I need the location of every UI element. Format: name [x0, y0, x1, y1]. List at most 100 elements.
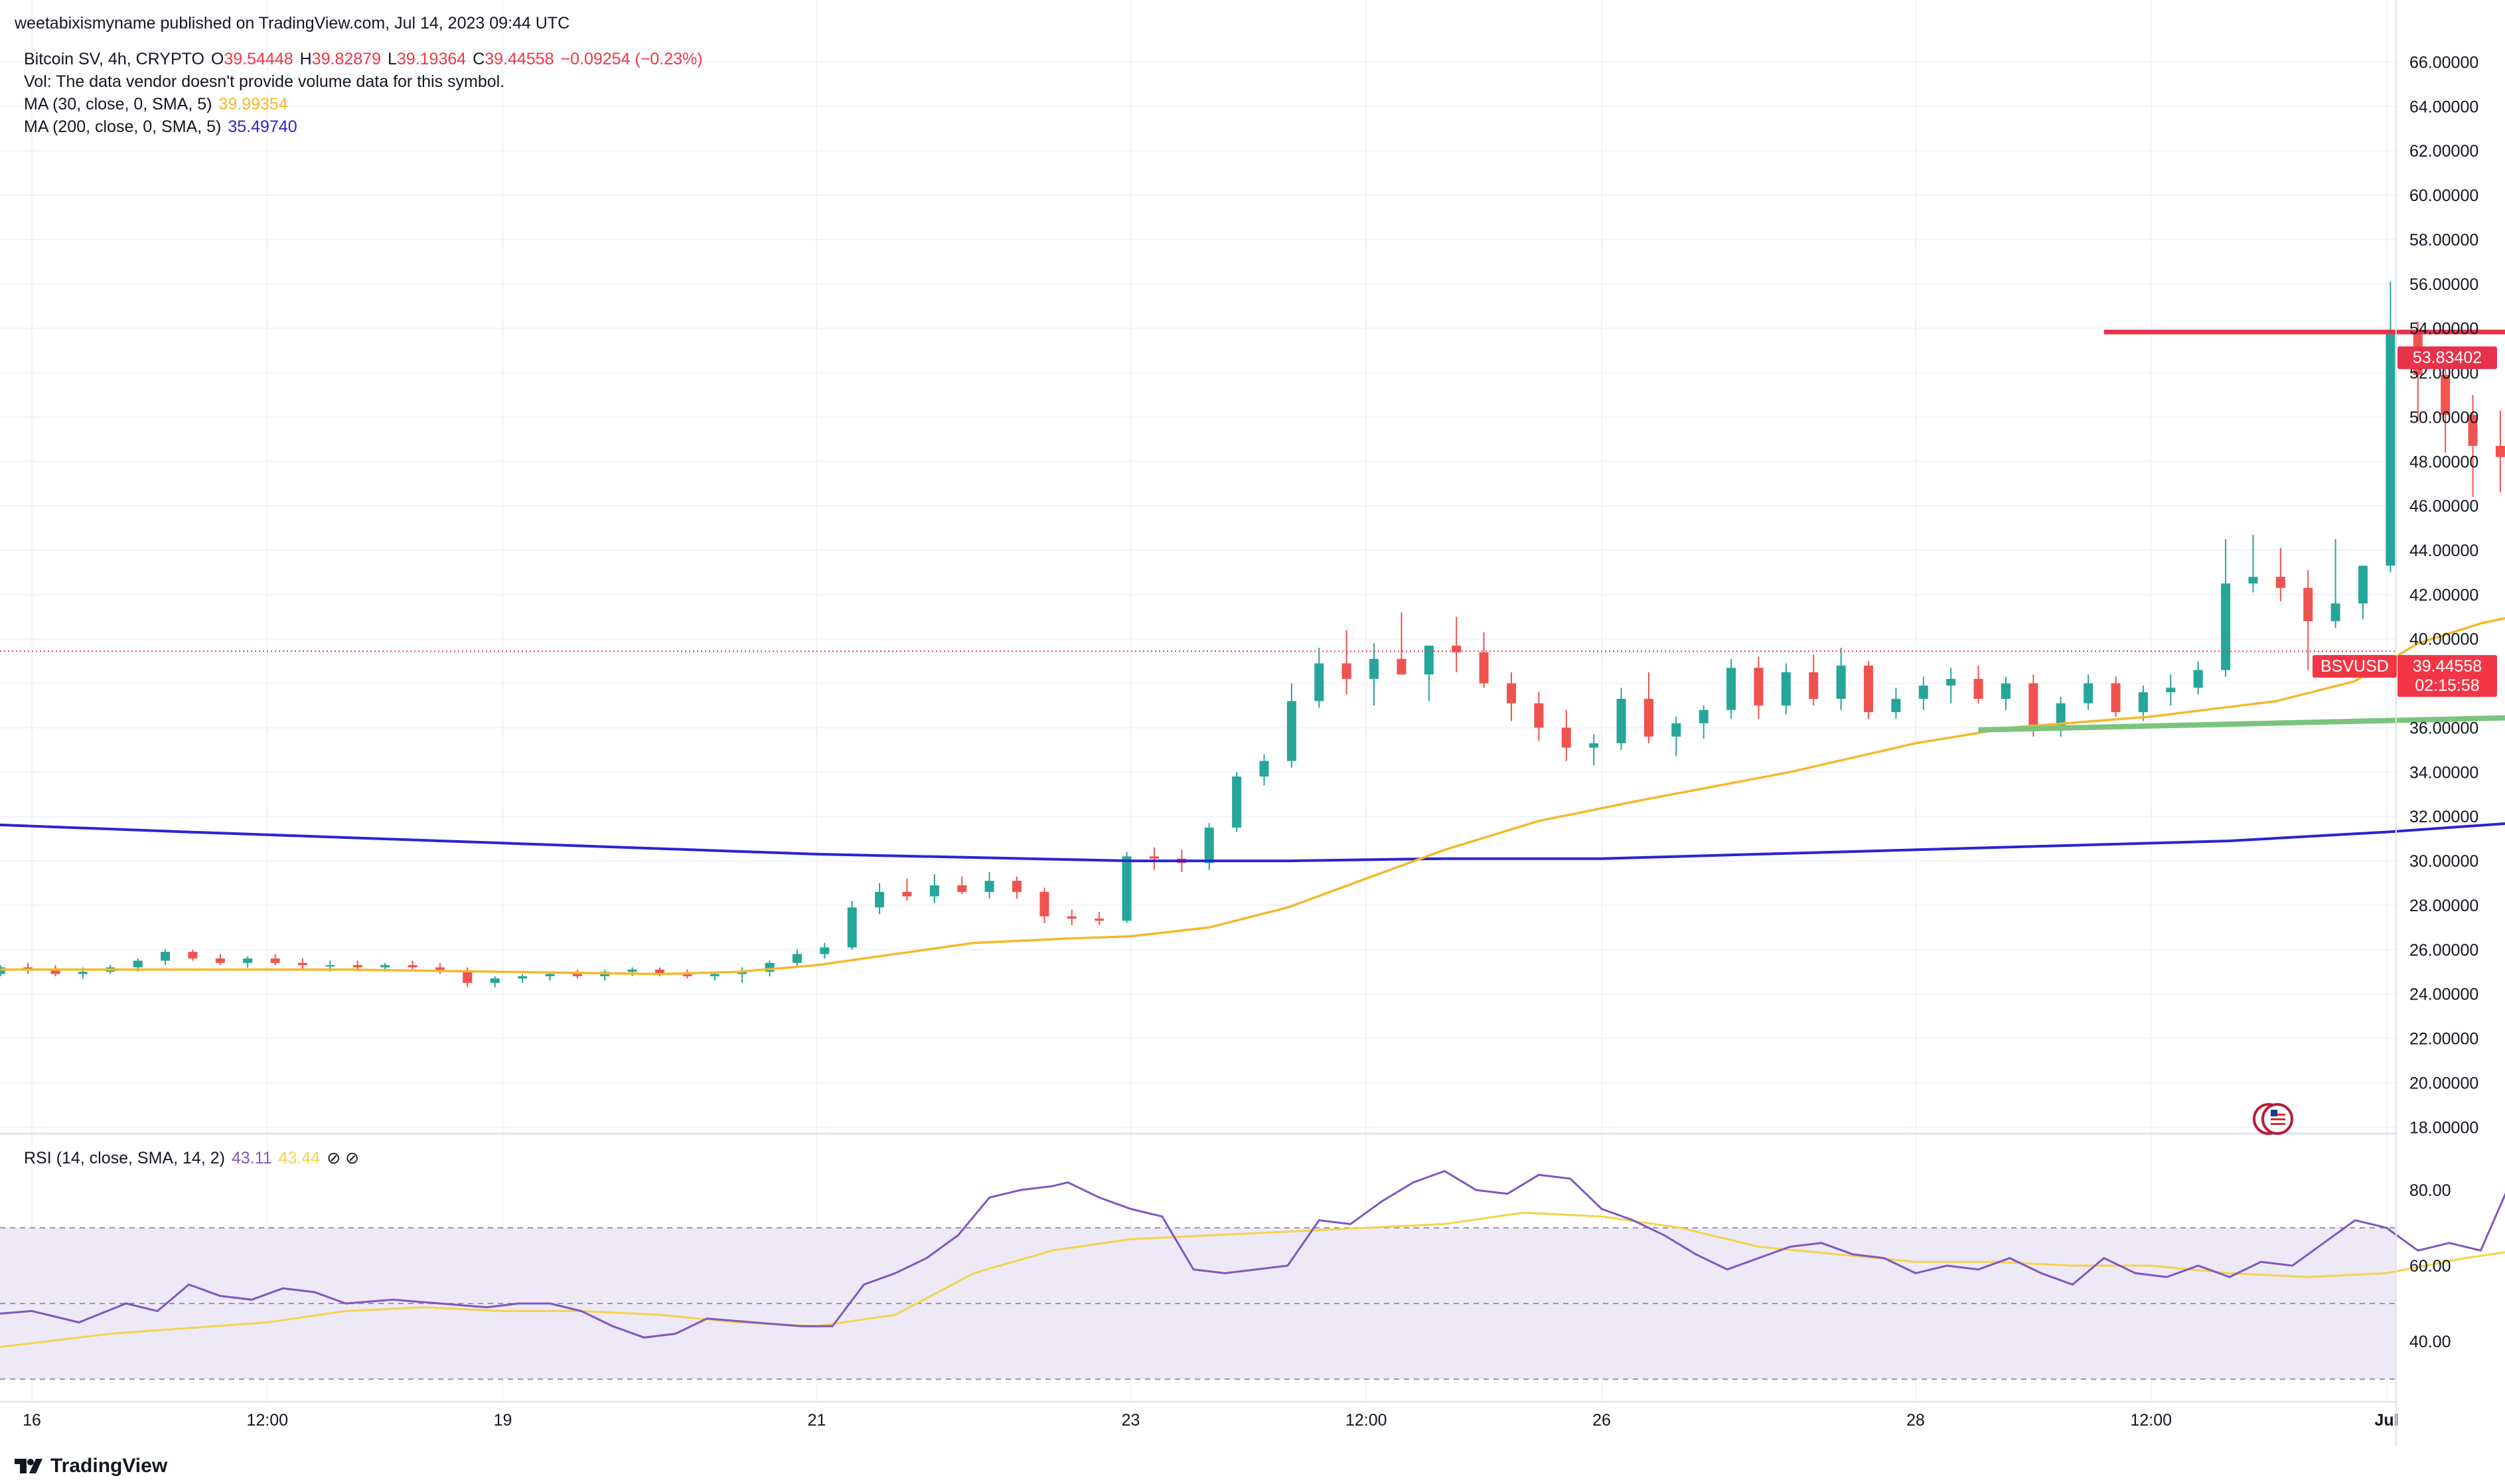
candle-body — [984, 881, 994, 892]
time-tick-label: 26 — [1592, 1411, 1611, 1430]
price-tick-label: 28.00000 — [2409, 897, 2478, 915]
tradingview-logo[interactable]: TradingView — [15, 1455, 167, 1477]
time-tick-label: 16 — [23, 1411, 41, 1430]
candle-body — [1809, 672, 1819, 699]
candle-body — [50, 969, 60, 974]
candle-body — [820, 947, 830, 954]
candle-body — [1946, 678, 1956, 686]
candle-body — [1643, 699, 1653, 737]
tradingview-logo-icon — [15, 1459, 42, 1473]
rsi-line — [0, 1169, 2505, 1339]
candle-body — [297, 962, 307, 966]
rsi-axis[interactable]: 40.00 60.00 80.00 — [2409, 1181, 2451, 1351]
price-tick-label: 58.00000 — [2409, 231, 2478, 250]
price-tick-label: 36.00000 — [2409, 719, 2478, 737]
candle-body — [1671, 723, 1681, 737]
rsi-legend[interactable]: RSI (14, close, SMA, 14, 2) 43.11 43.44 ⊘ ⊘ — [24, 1147, 366, 1169]
candle-body — [929, 885, 939, 897]
rsi-ma-line — [0, 1211, 2505, 1349]
price-tick-label: 22.00000 — [2409, 1030, 2478, 1049]
price-tick-label: 44.00000 — [2409, 542, 2478, 560]
candle-body — [545, 974, 555, 976]
candle-body — [792, 954, 802, 963]
price-tick-label: 62.00000 — [2409, 142, 2478, 161]
grid — [0, 0, 2396, 1402]
candle-body — [325, 965, 335, 967]
candle-body — [1232, 777, 1242, 828]
candle-body — [847, 907, 857, 948]
candle-body — [1095, 919, 1104, 921]
last-price-tag: 39.44558 — [2397, 655, 2497, 678]
close-label: C — [473, 50, 485, 68]
candle-body — [737, 972, 747, 974]
candle-body — [2248, 577, 2258, 584]
candle-body — [1891, 699, 1901, 713]
hidden-values-icon[interactable]: ⊘ ⊘ — [327, 1149, 360, 1167]
price-tick-label: 64.00000 — [2409, 98, 2478, 116]
volume-legend[interactable]: Vol: The data vendor doesn't provide vol… — [24, 72, 505, 91]
candle-body — [2468, 415, 2478, 446]
price-tick-label: 42.00000 — [2409, 586, 2478, 605]
rsi-tick-label: 40.00 — [2409, 1333, 2451, 1351]
rsi-band — [0, 1227, 2396, 1380]
candle-body — [1479, 652, 1489, 684]
candle-body — [682, 974, 692, 976]
price-tick-label: 20.00000 — [2409, 1074, 2478, 1092]
price-tick-label: 30.00000 — [2409, 852, 2478, 871]
candle-body — [1864, 665, 1874, 713]
candle-body — [133, 960, 143, 968]
candle-body — [1286, 701, 1296, 761]
candle-body — [2001, 683, 2011, 699]
time-axis[interactable]: 1612:0019212312:00262812:00Jul35712:0010… — [23, 1411, 2505, 1430]
candle-body — [1507, 683, 1517, 704]
candle-body — [2138, 692, 2148, 713]
candle-body — [1149, 856, 1159, 859]
candle-body — [1452, 645, 1462, 652]
candle-body — [2221, 583, 2231, 670]
ma200-legend[interactable]: MA (200, close, 0, SMA, 5) 35.49740 — [24, 115, 304, 138]
candle-body — [1314, 663, 1324, 702]
candle-body — [270, 958, 280, 963]
candle-body — [1369, 658, 1379, 679]
price-tick-label: 24.00000 — [2409, 986, 2478, 1004]
ma30-line — [0, 617, 2505, 976]
price-tick-label: 60.00000 — [2409, 186, 2478, 205]
candle-body — [1397, 658, 1406, 675]
price-tick-label: 18.00000 — [2409, 1118, 2478, 1137]
high-label: H — [299, 50, 312, 68]
candle-body — [435, 967, 445, 972]
rsi-value: 43.11 — [231, 1149, 272, 1167]
candle-body — [243, 958, 253, 963]
time-tick-label: 12:00 — [2130, 1411, 2172, 1430]
candle-body — [1012, 881, 1022, 892]
time-tick-label: 12:00 — [1345, 1411, 1387, 1430]
candle-body — [188, 952, 198, 959]
candle-body — [518, 976, 528, 979]
brand-name: TradingView — [50, 1455, 168, 1477]
change-value: −0.09254 (−0.23%) — [560, 50, 703, 68]
candle-body — [1561, 727, 1571, 748]
ma200-label: MA (200, close, 0, SMA, 5) — [24, 117, 222, 136]
rsi-tick-label: 80.00 — [2409, 1181, 2451, 1200]
candle-body — [1616, 699, 1626, 743]
candle-body — [2303, 587, 2313, 621]
candle-body — [161, 952, 171, 961]
time-tick-label: 21 — [808, 1411, 826, 1430]
candle-body — [352, 965, 362, 968]
time-tick-label: 23 — [1122, 1411, 1140, 1430]
candle-body — [2495, 445, 2505, 457]
rsi-label: RSI (14, close, SMA, 14, 2) — [24, 1149, 225, 1167]
flag-icon[interactable] — [2253, 1103, 2293, 1135]
candle-body — [1781, 672, 1791, 706]
price-tick-label: 56.00000 — [2409, 275, 2478, 294]
time-tick-label: 28 — [1906, 1411, 1925, 1430]
symbol-title[interactable]: Bitcoin SV, 4h, CRYPTO — [24, 50, 204, 68]
ma30-value: 39.99354 — [218, 95, 288, 113]
ma30-legend[interactable]: MA (30, close, 0, SMA, 5) 39.99354 — [24, 93, 295, 115]
candle-body — [2166, 688, 2176, 692]
rsi-tick-label: 60.00 — [2409, 1257, 2451, 1276]
candle-body — [655, 969, 664, 974]
ma200-value: 35.49740 — [228, 117, 297, 136]
candle-body — [1204, 827, 1214, 863]
